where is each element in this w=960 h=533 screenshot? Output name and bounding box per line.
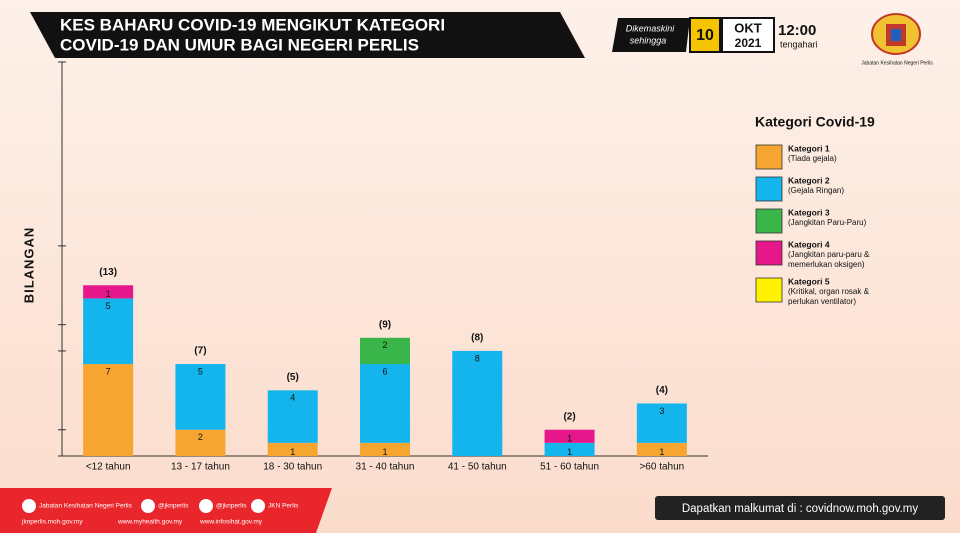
x-tick-label: <12 tahun: [86, 462, 131, 473]
legend-description: (Tiada gejala): [788, 154, 837, 163]
segment-label: 4: [290, 393, 295, 403]
x-tick-label: 13 - 17 tahun: [171, 462, 230, 473]
segment-label: 2: [198, 432, 203, 442]
social-handle: @jknperlis: [216, 503, 247, 510]
segment-label: 7: [106, 366, 111, 376]
legend-description: (Gejala Ringan): [788, 186, 844, 195]
bar-segment: [636, 442, 687, 456]
title-line: KES BAHARU COVID-19 MENGIKUT KATEGORI: [60, 15, 445, 34]
segment-label: 1: [567, 447, 572, 457]
total-label: (9): [379, 319, 391, 330]
social-handle: JKN Perlis: [268, 503, 299, 510]
total-label: (2): [563, 411, 575, 422]
segment-label: 1: [106, 289, 111, 299]
time-note: tengahari: [780, 39, 818, 49]
legend-label: Kategori 3: [788, 207, 830, 217]
social-icon: [199, 499, 213, 513]
x-tick-label: 51 - 60 tahun: [540, 462, 599, 473]
bar-segment: [267, 390, 318, 443]
title-line: COVID-19 DAN UMUR BAGI NEGERI PERLIS: [60, 35, 419, 54]
legend-label: Kategori 2: [788, 175, 830, 185]
bar-segment: [360, 364, 410, 443]
x-tick-label: >60 tahun: [639, 462, 684, 473]
segment-label: 8: [475, 353, 480, 363]
social-icon: [251, 499, 265, 513]
bar-segment: [175, 364, 226, 430]
bar-segment: [360, 442, 410, 456]
bar-segment: [360, 337, 410, 365]
social-handle: @jknperlis: [158, 503, 189, 510]
legend-description: (Jangkitan paru-paru &: [788, 250, 870, 259]
legend-swatch: [755, 144, 783, 170]
month: OKT: [734, 20, 762, 35]
legend-label: Kategori 1: [788, 143, 830, 153]
total-label: (5): [287, 372, 299, 383]
total-label: (4): [656, 385, 668, 396]
segment-label: 2: [382, 340, 387, 350]
total-label: (8): [471, 333, 483, 344]
segment-label: 1: [567, 434, 572, 444]
date-banner: [612, 18, 690, 52]
source: Dapatkan malkumat di : covidnow.moh.gov.…: [682, 503, 919, 515]
legend-label: Kategori 5: [788, 276, 830, 286]
title-banner: [30, 12, 585, 58]
day: 10: [696, 27, 714, 44]
x-tick-label: 41 - 50 tahun: [448, 462, 507, 473]
updated-label: sehingga: [630, 35, 667, 45]
social-icon: [141, 499, 155, 513]
segment-label: 1: [659, 447, 664, 457]
segment-label: 5: [106, 301, 111, 311]
legend-swatch: [755, 240, 783, 266]
bar-segment: [175, 429, 226, 456]
agency-name: Jabatan Kesihatan Negeri Perlis: [861, 60, 933, 66]
social-icon: [22, 499, 36, 513]
time: 12:00: [778, 22, 816, 39]
total-label: (13): [99, 267, 117, 278]
segment-label: 3: [659, 406, 664, 416]
legend-description: memerlukan oksigen): [788, 260, 865, 269]
updated-label: Dikemaskini: [626, 23, 676, 33]
bar-segment: [636, 403, 687, 443]
segment-label: 6: [382, 366, 387, 376]
legend-description: perlukan ventilator): [788, 297, 856, 306]
year: 2021: [735, 36, 762, 50]
footer-banner: [0, 488, 332, 533]
legend-label: Kategori 4: [788, 239, 830, 249]
legend-swatch: [755, 277, 783, 303]
legend-description: (Jangkitan Paru-Paru): [788, 218, 867, 227]
legend-swatch: [755, 176, 783, 202]
bar-segment: [83, 364, 134, 456]
legend-title: Kategori Covid-19: [755, 114, 875, 130]
x-tick-label: 18 - 30 tahun: [263, 462, 322, 473]
segment-label: 5: [198, 366, 203, 376]
bar-segment: [267, 442, 318, 456]
website: www.infosihat.gov.my: [199, 519, 263, 526]
social-handle: Jabatan Kesihatan Negeri Perlis: [39, 503, 133, 510]
month-box: [721, 17, 775, 53]
legend-description: (Kritikal, organ rosak &: [788, 287, 870, 296]
bar-segment: [83, 285, 134, 299]
bar-segment: [83, 298, 134, 365]
website: jknperlis.moh.gov.my: [21, 519, 83, 526]
legend-swatch: [755, 208, 783, 234]
y-axis-label: BILANGAN: [21, 227, 36, 304]
segment-label: 1: [382, 447, 387, 457]
website: www.myhealth.gov.my: [117, 519, 183, 526]
total-label: (7): [194, 346, 206, 357]
bar-segment: [452, 350, 503, 456]
agency-logo: [871, 13, 921, 55]
bar-segment: [544, 429, 595, 443]
segment-label: 1: [290, 447, 295, 457]
bar-segment: [544, 442, 595, 456]
source-box: [655, 496, 945, 520]
x-tick-label: 31 - 40 tahun: [356, 462, 415, 473]
day-box: [689, 17, 721, 53]
